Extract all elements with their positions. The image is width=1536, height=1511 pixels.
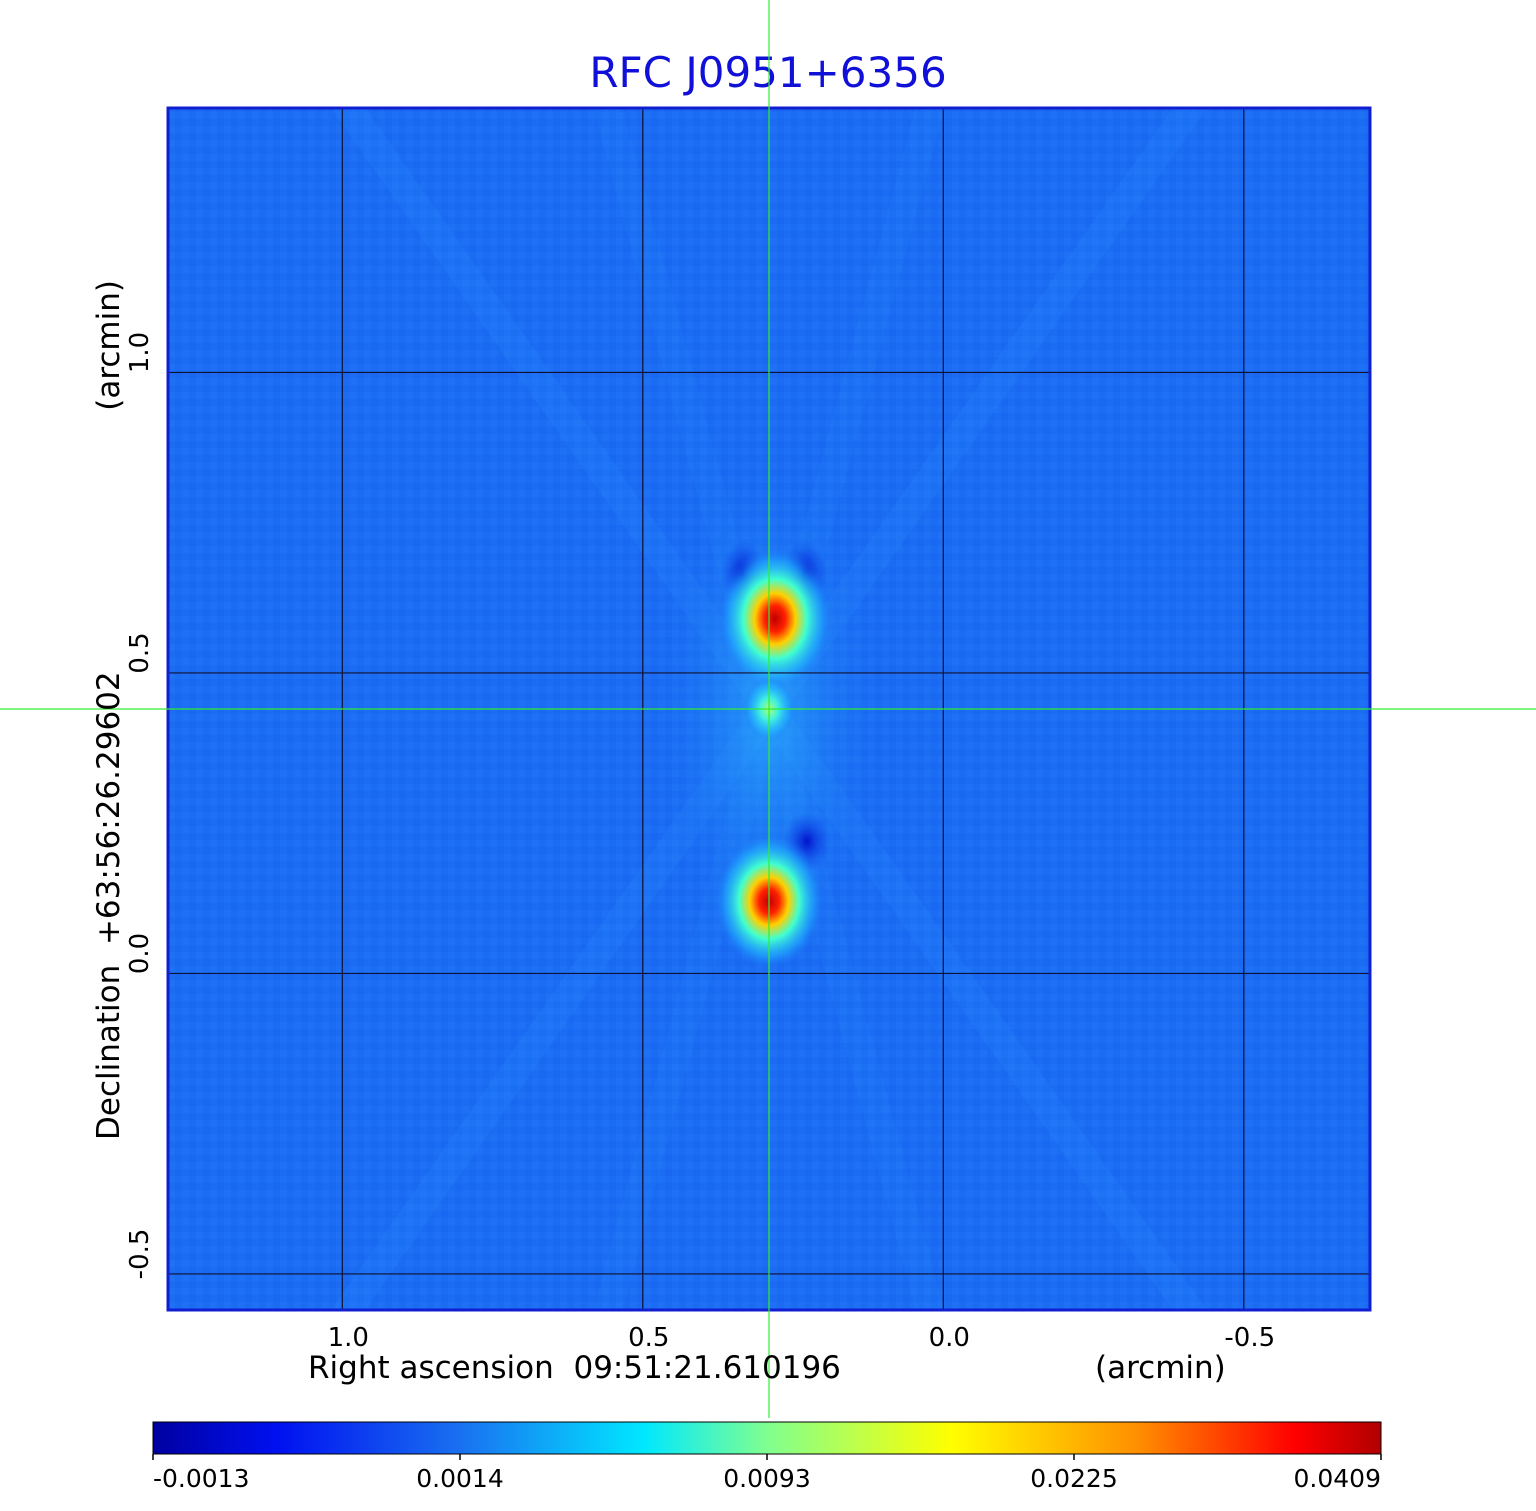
colorbar-tick-label: 0.0014	[416, 1464, 503, 1493]
y-tick-label: 0.5	[125, 632, 155, 673]
x-axis-unit: (arcmin)	[1095, 1350, 1226, 1386]
x-tick-label: 0.0	[929, 1323, 970, 1353]
radio-source-1	[717, 546, 834, 692]
colorbar-tick-label: 0.0409	[1294, 1464, 1381, 1493]
y-axis-label: Declination +63:56:26.29602	[91, 671, 127, 1140]
y-tick-label: 1.0	[125, 332, 155, 373]
y-tick-label: 0.0	[125, 933, 155, 974]
colorbar-tick-label: -0.0013	[153, 1464, 250, 1493]
x-tick-label: 1.0	[328, 1323, 369, 1353]
colorbar-tick-label: 0.0225	[1030, 1464, 1117, 1493]
x-axis-label: Right ascension 09:51:21.610196	[308, 1350, 841, 1386]
x-tick-label: 0.5	[628, 1323, 669, 1353]
colorbar-tick-label: 0.0093	[723, 1464, 810, 1493]
y-axis-label-wrapper: Declination +63:56:26.29602 (arcmin)	[91, 280, 131, 1140]
y-tick-label: -0.5	[125, 1229, 155, 1280]
colorbar	[152, 1421, 1382, 1455]
x-tick-label: -0.5	[1224, 1323, 1275, 1353]
chart-title: RFC J0951+6356	[589, 48, 947, 97]
y-axis-unit: (arcmin)	[91, 280, 127, 411]
